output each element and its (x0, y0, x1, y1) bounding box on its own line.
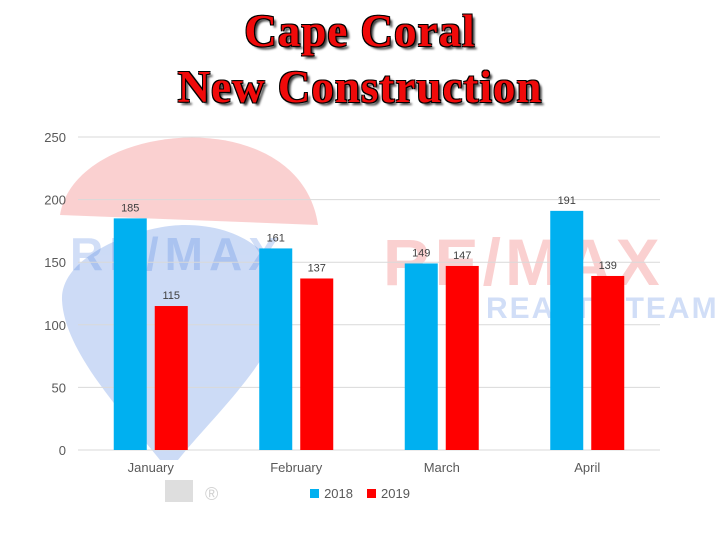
legend: 2018 2019 (0, 486, 720, 501)
watermark-registered-mark: ® (205, 484, 218, 504)
y-tick-label: 250 (44, 130, 66, 145)
data-label-2018-february: 161 (267, 232, 285, 244)
legend-label-2019: 2019 (381, 486, 410, 501)
data-label-2019-february: 137 (308, 262, 326, 274)
bar-2018-march (404, 263, 438, 450)
bar-2019-april (591, 275, 625, 450)
x-axis: January February March April (128, 460, 601, 475)
data-label-2018-january: 185 (121, 202, 139, 214)
bar-2018-april (550, 210, 584, 450)
x-tick-label-january: January (128, 460, 175, 475)
y-axis: 0 50 100 150 200 250 (44, 130, 66, 458)
x-tick-label-april: April (574, 460, 600, 475)
bar-2019-february (300, 278, 334, 450)
y-tick-label: 0 (59, 443, 66, 458)
y-tick-label: 200 (44, 193, 66, 208)
legend-label-2018: 2018 (324, 486, 353, 501)
bar-2019-march (445, 265, 479, 450)
watermark-brand-left: RE/MAX (70, 228, 285, 280)
legend-swatch-2019 (367, 489, 376, 498)
legend-item-2018: 2018 (310, 486, 353, 501)
y-tick-label: 100 (44, 318, 66, 333)
data-label-2019-april: 139 (599, 260, 617, 272)
legend-swatch-2018 (310, 489, 320, 498)
y-tick-label: 150 (44, 255, 66, 270)
data-label-2018-april: 191 (558, 195, 576, 207)
chart-title-line-2: New Construction (177, 62, 543, 112)
data-label-2019-january: 115 (162, 290, 180, 302)
bars (113, 210, 625, 450)
bar-2019-january (154, 306, 188, 450)
data-label-2019-march: 147 (453, 250, 471, 262)
legend-item-2019: 2019 (367, 486, 410, 501)
x-tick-label-march: March (424, 460, 460, 475)
bar-2018-january (113, 218, 147, 450)
data-label-2018-march: 149 (412, 247, 430, 259)
x-tick-label-february: February (270, 460, 323, 475)
y-tick-label: 50 (52, 380, 66, 395)
data-labels: 185 115 161 137 149 147 191 139 (121, 195, 617, 302)
bar-2018-february (259, 248, 293, 450)
chart-title-line-1: Cape Coral (244, 6, 476, 56)
